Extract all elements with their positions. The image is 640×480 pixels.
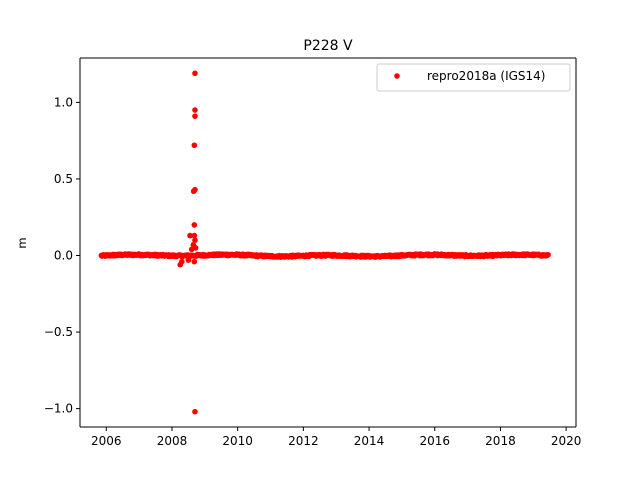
axes-frame [79, 57, 577, 428]
data-point-outlier [192, 408, 198, 415]
data-point-outlier [187, 232, 193, 239]
x-tick-label: 2010 [222, 434, 253, 448]
y-axis: −1.0 −0.5 0.0 0.5 1.0 [44, 95, 80, 416]
data-points [98, 70, 551, 415]
chart-title: P228 V [303, 38, 353, 54]
y-tick-label: −0.5 [44, 325, 73, 339]
y-axis-label: m [15, 237, 29, 248]
y-tick-label: 0.5 [54, 172, 73, 186]
data-point-outlier [191, 232, 198, 239]
data-point-outlier [185, 257, 192, 263]
data-point-outlier [191, 258, 198, 265]
plot-background [80, 58, 576, 427]
legend: repro2018a (IGS14) [376, 63, 571, 92]
legend-marker [394, 73, 400, 79]
legend-box [376, 63, 571, 92]
x-tick-label: 2018 [485, 434, 516, 448]
data-point-outlier [191, 222, 198, 228]
y-tick-label: 1.0 [54, 95, 73, 109]
data-point-outlier [179, 258, 185, 265]
data-point-outlier [192, 113, 198, 119]
x-tick-label: 2014 [354, 434, 385, 448]
data-point-outlier [188, 246, 195, 253]
y-tick-label: −1.0 [44, 402, 73, 416]
y-tick-label: 0.0 [54, 249, 73, 263]
x-tick-label: 2012 [288, 434, 319, 448]
plot-area [80, 58, 576, 427]
x-tick-label: 2020 [551, 434, 582, 448]
data-point-outlier [191, 142, 198, 149]
legend-label: repro2018a (IGS14) [427, 69, 545, 83]
x-tick-label: 2006 [91, 434, 122, 448]
x-tick-label: 2016 [419, 434, 450, 448]
x-axis: 2006 2008 2010 2012 2014 2016 2018 2020 [91, 427, 581, 448]
data-point [545, 251, 551, 258]
data-point-outlier [192, 186, 198, 193]
data-point-outlier [192, 70, 198, 77]
x-tick-label: 2008 [157, 434, 188, 448]
data-point-outlier [192, 237, 198, 243]
data-point-outlier [192, 107, 198, 113]
